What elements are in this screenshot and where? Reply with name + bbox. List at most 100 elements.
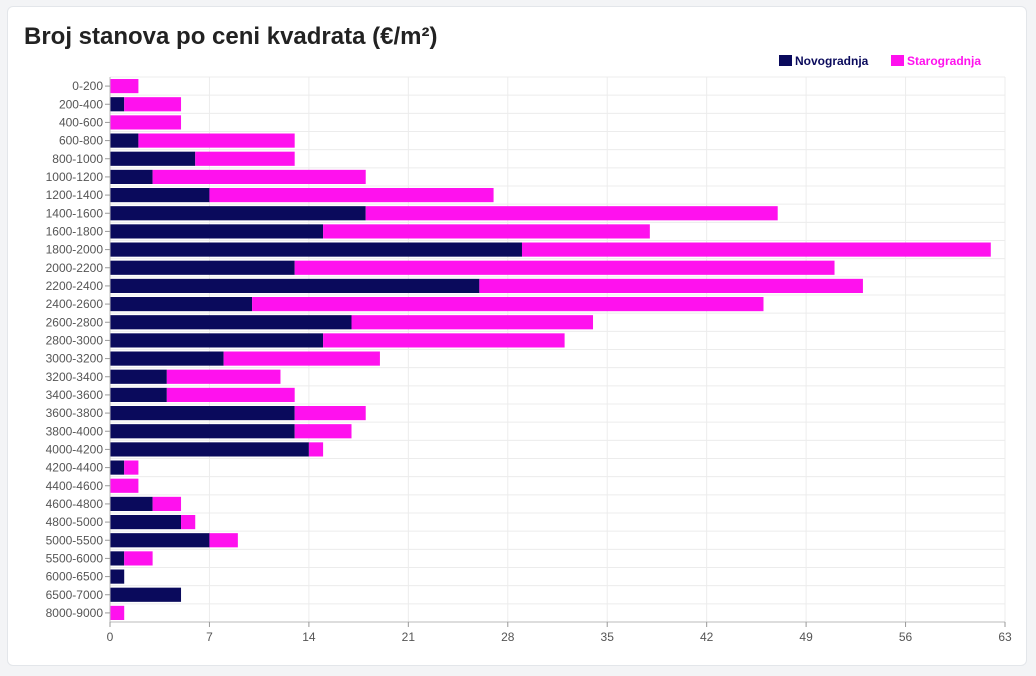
bar-novogradnja [110, 242, 522, 257]
bar-starogradnja [294, 405, 366, 421]
bar-starogradnja [479, 278, 863, 294]
bar-novogradnja [110, 351, 224, 366]
y-tick-label: 6000-6500 [46, 570, 104, 584]
bar-novogradnja [110, 278, 480, 294]
y-tick-label: 600-800 [59, 134, 103, 148]
bar-starogradnja [152, 169, 366, 185]
x-tick-label: 56 [899, 630, 913, 644]
y-tick-label: 1200-1400 [46, 188, 104, 202]
y-tick-label: 3200-3400 [46, 370, 104, 384]
bar-starogradnja [323, 333, 565, 348]
y-tick-label: 3600-3800 [46, 406, 104, 420]
legend-label-starogradnja: Starogradnja [907, 54, 981, 68]
bar-starogradnja [138, 133, 295, 148]
y-tick-label: 8000-9000 [46, 606, 104, 620]
bar-novogradnja [110, 97, 125, 112]
bar-novogradnja [110, 206, 366, 221]
bar-novogradnja [110, 405, 295, 421]
bar-novogradnja [110, 514, 182, 530]
bar-novogradnja [110, 224, 324, 239]
y-tick-label: 1400-1600 [46, 206, 104, 220]
y-tick-label: 6500-7000 [46, 588, 104, 602]
y-tick-label: 3800-4000 [46, 424, 104, 438]
x-tick-label: 14 [302, 630, 316, 644]
bar-starogradnja [351, 315, 594, 330]
bar-starogradnja [195, 151, 295, 166]
y-tick-label: 1800-2000 [46, 243, 104, 257]
y-tick-label: 400-600 [59, 115, 103, 129]
y-tick-label: 5500-6000 [46, 551, 104, 565]
bar-novogradnja [110, 442, 309, 457]
y-tick-label: 1600-1800 [46, 224, 104, 238]
y-tick-label: 4200-4400 [46, 461, 104, 475]
y-tick-label: 5000-5500 [46, 533, 104, 547]
bar-novogradnja [110, 533, 210, 548]
bar-starogradnja [294, 260, 835, 275]
bar-novogradnja [110, 496, 153, 512]
bar-novogradnja [110, 296, 253, 312]
bar-starogradnja [110, 115, 182, 130]
legend-swatch-novogradnja [779, 55, 792, 66]
legend-label-novogradnja: Novogradnja [795, 54, 869, 68]
bar-novogradnja [110, 387, 167, 403]
bar-novogradnja [110, 587, 182, 602]
bar-starogradnja [209, 187, 494, 203]
chart-title: Broj stanova po ceni kvadrata (€/m²) [24, 23, 438, 50]
bar-novogradnja [110, 260, 295, 275]
bar-starogradnja [521, 242, 991, 257]
bar-starogradnja [110, 605, 125, 621]
x-tick-label: 63 [998, 630, 1012, 644]
bar-starogradnja [124, 551, 153, 566]
x-tick-label: 21 [402, 630, 416, 644]
y-tick-label: 2600-2800 [46, 315, 104, 329]
x-tick-label: 42 [700, 630, 714, 644]
chart-card: Broj stanova po ceni kvadrata (€/m²) 0-2… [7, 6, 1027, 666]
y-tick-label: 200-400 [59, 97, 103, 111]
bar-starogradnja [223, 351, 380, 366]
y-tick-label: 4000-4200 [46, 442, 104, 456]
bar-starogradnja [252, 296, 764, 312]
bar-novogradnja [110, 569, 125, 584]
x-tick-label: 49 [799, 630, 813, 644]
y-tick-label: 2200-2400 [46, 279, 104, 293]
bar-starogradnja [124, 97, 182, 112]
y-tick-label: 3400-3600 [46, 388, 104, 402]
bar-starogradnja [124, 460, 139, 475]
bar-starogradnja [365, 206, 778, 221]
y-tick-label: 2800-3000 [46, 333, 104, 347]
bar-starogradnja [181, 514, 196, 530]
y-tick-label: 2400-2600 [46, 297, 104, 311]
y-tick-label: 3000-3200 [46, 352, 104, 366]
x-tick-label: 7 [206, 630, 213, 644]
bar-novogradnja [110, 369, 167, 384]
bar-novogradnja [110, 424, 295, 439]
grid-lines [109, 76, 1006, 623]
y-tick-label: 4800-5000 [46, 515, 104, 529]
bar-starogradnja [166, 369, 281, 384]
bar-starogradnja [110, 78, 139, 94]
bar-starogradnja [166, 387, 295, 403]
bar-novogradnja [110, 460, 125, 475]
bar-starogradnja [152, 496, 182, 512]
bar-novogradnja [110, 151, 196, 166]
bar-starogradnja [209, 533, 238, 548]
legend: Novogradnja Starogradnja [779, 54, 981, 68]
x-tick-label: 35 [601, 630, 615, 644]
axes: 0-200 200-400 400-600 600-800 800-1000 1000-1… [46, 77, 1012, 644]
legend-swatch-starogradnja [891, 55, 904, 66]
bar-novogradnja [110, 333, 324, 348]
x-tick-label: 28 [501, 630, 515, 644]
x-tick-label: 0 [107, 630, 114, 644]
bar-novogradnja [110, 187, 210, 203]
bar-starogradnja [308, 442, 324, 457]
y-tick-label: 2000-2200 [46, 261, 104, 275]
bar-novogradnja [110, 315, 352, 330]
y-tick-label: 1000-1200 [46, 170, 104, 184]
y-tick-label: 0-200 [72, 79, 103, 93]
bar-novogradnja [110, 551, 125, 566]
bar-novogradnja [110, 133, 139, 148]
bar-chart: 0-200 200-400 400-600 600-800 800-1000 1000-1… [46, 54, 1012, 644]
bars [110, 78, 991, 621]
bar-starogradnja [294, 424, 352, 439]
y-tick-label: 4600-4800 [46, 497, 104, 511]
